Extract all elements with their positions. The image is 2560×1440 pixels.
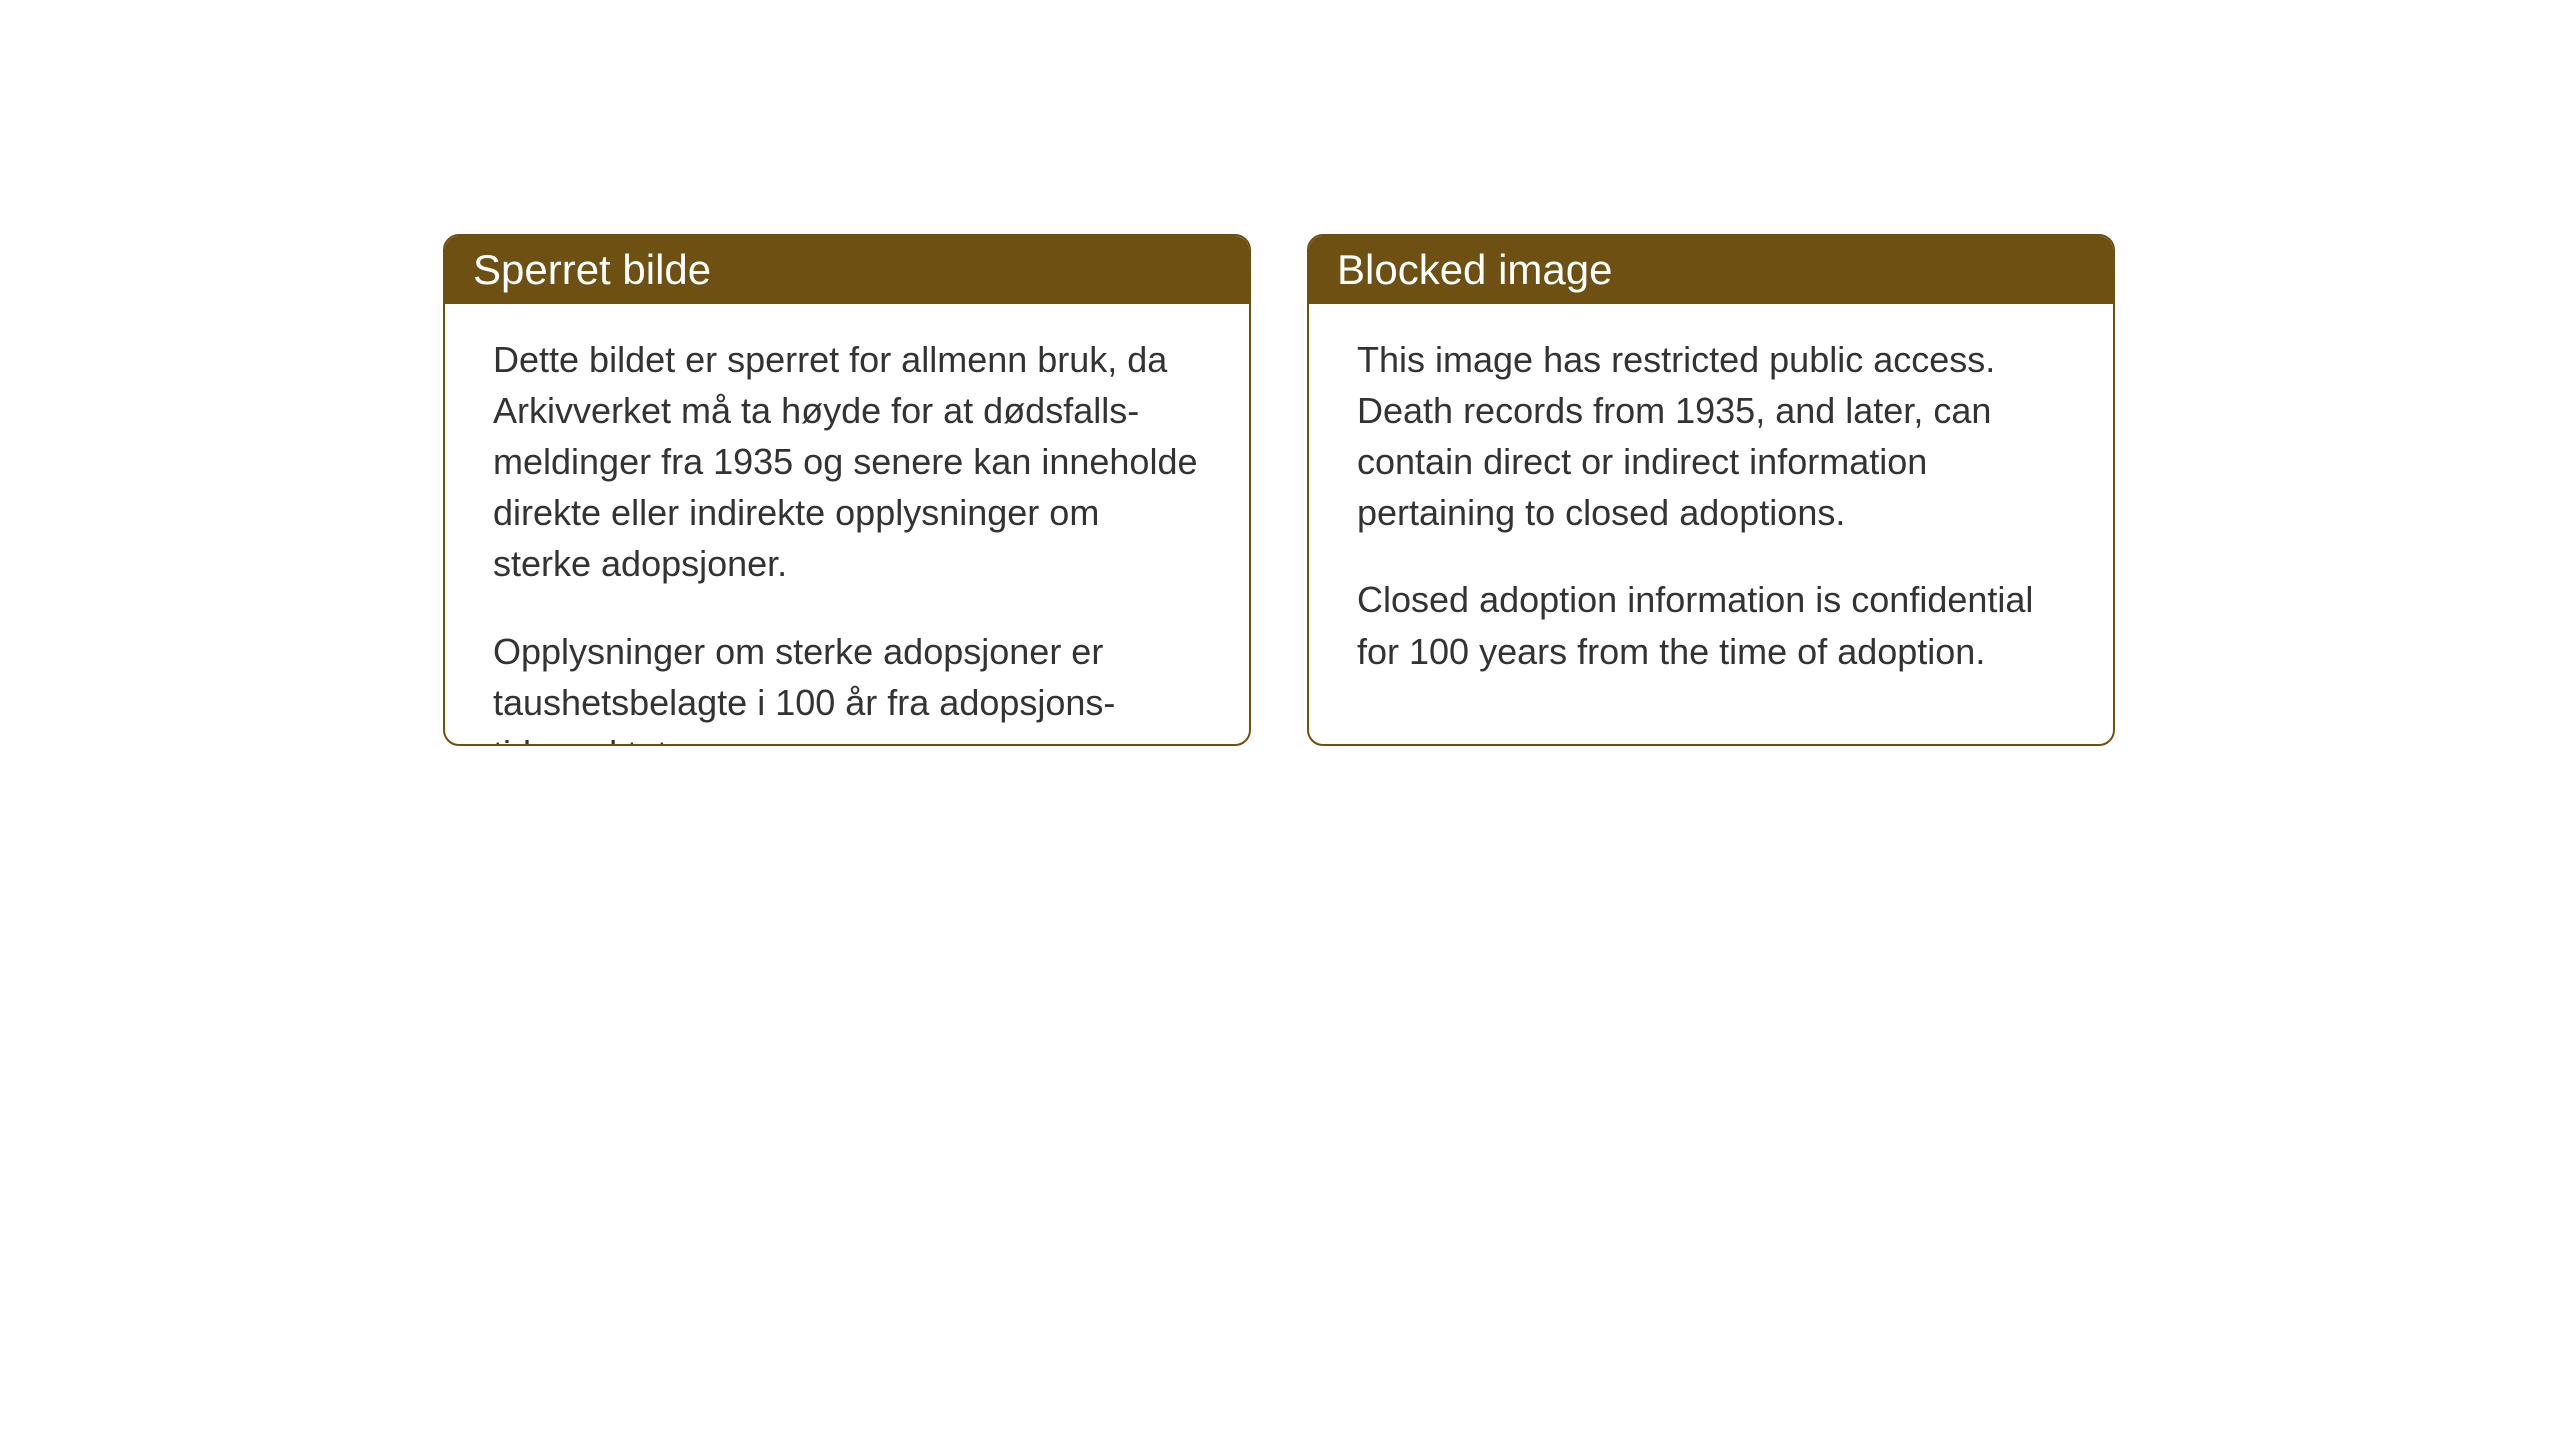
english-card-body: This image has restricted public access.…	[1309, 304, 2113, 707]
norwegian-card-body: Dette bildet er sperret for allmenn bruk…	[445, 304, 1249, 746]
english-paragraph-1: This image has restricted public access.…	[1357, 334, 2065, 538]
norwegian-paragraph-1: Dette bildet er sperret for allmenn bruk…	[493, 334, 1201, 590]
english-card-header: Blocked image	[1309, 236, 2113, 304]
cards-container: Sperret bilde Dette bildet er sperret fo…	[443, 234, 2115, 746]
english-card-title: Blocked image	[1337, 246, 1612, 293]
english-card: Blocked image This image has restricted …	[1307, 234, 2115, 746]
norwegian-card: Sperret bilde Dette bildet er sperret fo…	[443, 234, 1251, 746]
norwegian-paragraph-2: Opplysninger om sterke adopsjoner er tau…	[493, 626, 1201, 746]
english-paragraph-2: Closed adoption information is confident…	[1357, 574, 2065, 676]
norwegian-card-title: Sperret bilde	[473, 246, 711, 293]
norwegian-card-header: Sperret bilde	[445, 236, 1249, 304]
